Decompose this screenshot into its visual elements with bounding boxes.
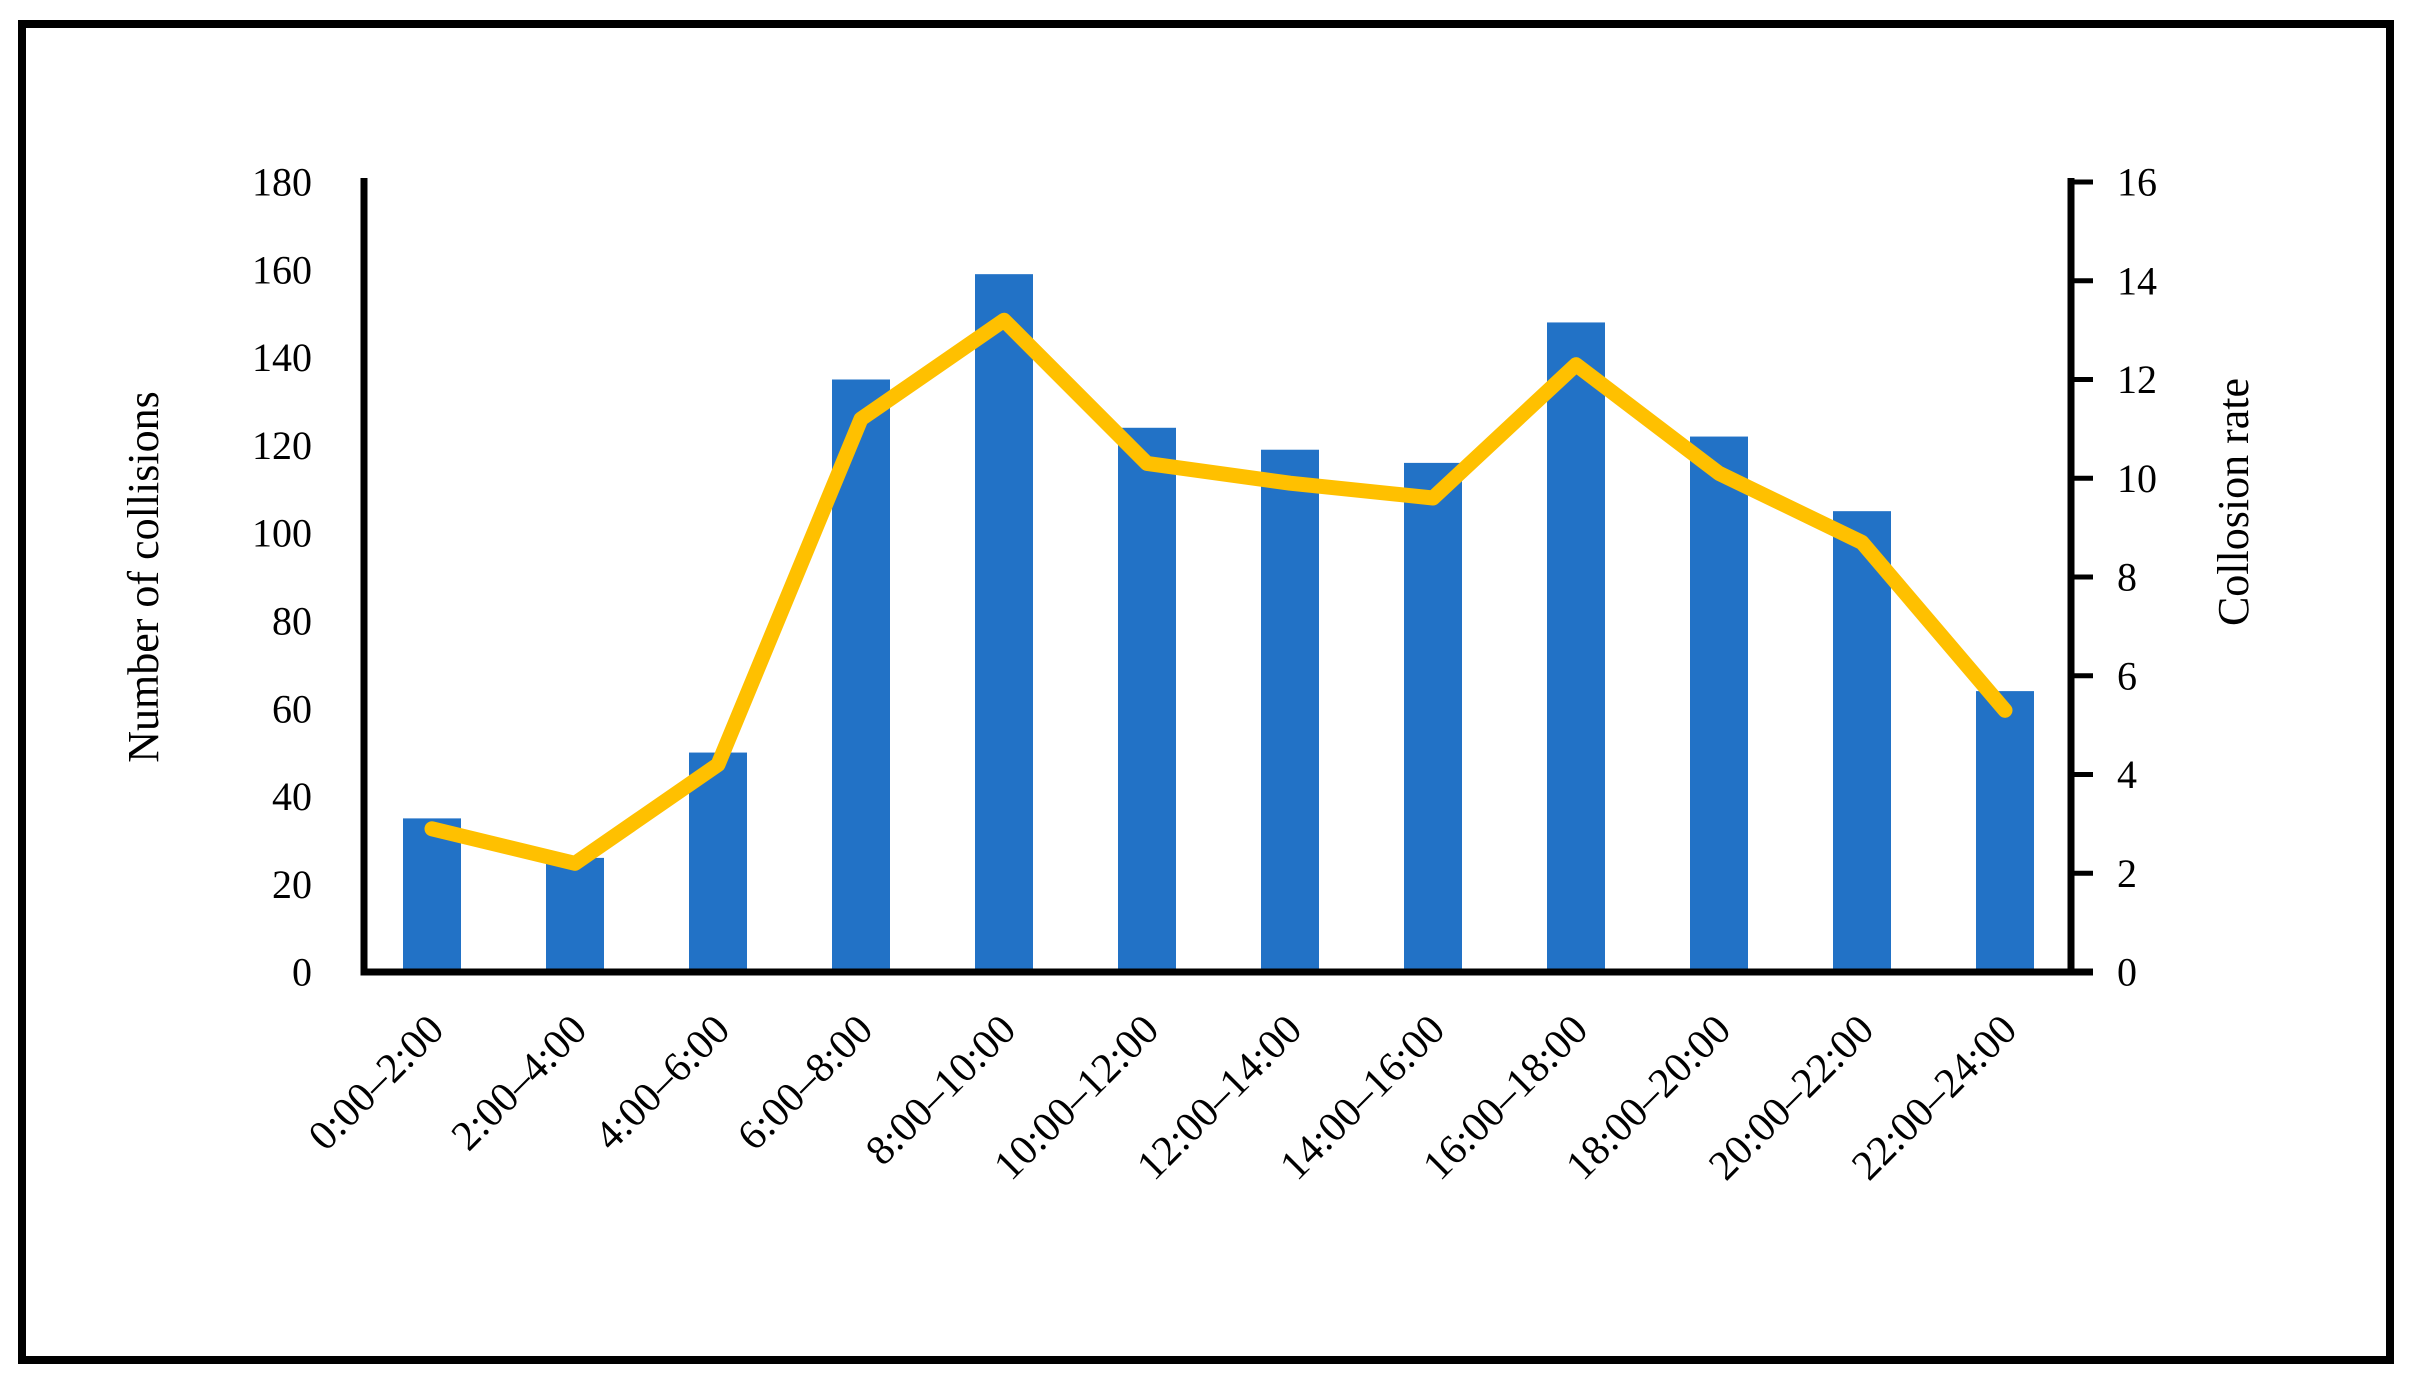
bar-20:00–22:00 bbox=[1833, 511, 1891, 972]
bar-0:00–2:00 bbox=[403, 818, 461, 972]
right-axis-tick-label: 14 bbox=[2117, 258, 2157, 303]
bar-16:00–18:00 bbox=[1547, 322, 1605, 972]
left-axis-title: Number of collisions bbox=[119, 391, 168, 763]
figure-border bbox=[18, 20, 2394, 1364]
bar-14:00–16:00 bbox=[1404, 462, 1462, 972]
left-axis-tick-label: 20 bbox=[272, 862, 312, 907]
right-axis-tick-label: 6 bbox=[2117, 653, 2137, 698]
left-axis-tick-label: 140 bbox=[252, 335, 312, 380]
right-axis-tick-label: 0 bbox=[2117, 950, 2137, 995]
left-axis-tick-label: 180 bbox=[252, 160, 312, 205]
left-axis-tick-label: 100 bbox=[252, 511, 312, 556]
bar-8:00–10:00 bbox=[975, 274, 1033, 973]
collision-rate-line bbox=[424, 312, 2013, 871]
bar-2:00–4:00 bbox=[546, 857, 604, 972]
bar-22:00–24:00 bbox=[1976, 691, 2034, 972]
right-axis-tick-label: 8 bbox=[2117, 555, 2137, 600]
bar-10:00–12:00 bbox=[1118, 427, 1176, 972]
right-axis-tick-label: 4 bbox=[2117, 752, 2137, 797]
right-axis-tick-label: 12 bbox=[2117, 357, 2157, 402]
bar-18:00–20:00 bbox=[1690, 436, 1748, 972]
left-axis-tick-label: 60 bbox=[272, 686, 312, 731]
left-axis-tick-label: 160 bbox=[252, 247, 312, 292]
left-axis-tick-label: 80 bbox=[272, 598, 312, 643]
right-axis-tick-label: 10 bbox=[2117, 456, 2157, 501]
left-axis-tick-label: 120 bbox=[252, 423, 312, 468]
left-axis-tick-label: 40 bbox=[272, 774, 312, 819]
right-axis-title: Collosion rate bbox=[2209, 378, 2258, 626]
bar-4:00–6:00 bbox=[689, 752, 747, 972]
bar-12:00–14:00 bbox=[1261, 449, 1319, 972]
right-axis-tick-label: 16 bbox=[2117, 160, 2157, 205]
left-axis-tick-label: 0 bbox=[292, 950, 312, 995]
right-axis-tick-label: 2 bbox=[2117, 851, 2137, 896]
